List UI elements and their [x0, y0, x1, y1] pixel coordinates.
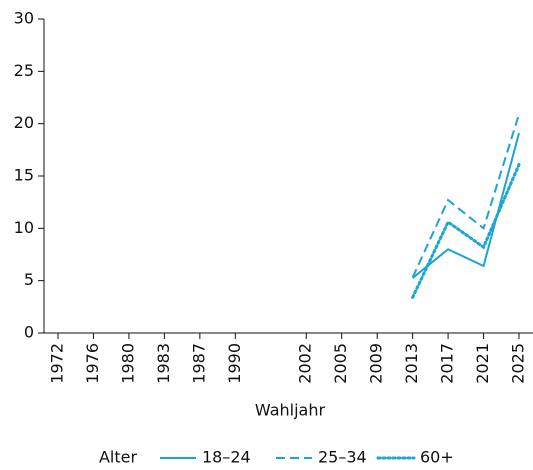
legend-label: 60+ — [420, 448, 454, 467]
x-tick-label: 1983 — [154, 343, 173, 384]
series-line — [411, 162, 521, 299]
x-tick-label: 2002 — [296, 343, 315, 384]
y-tick-label: 30 — [14, 9, 34, 28]
y-tick-label: 25 — [14, 61, 34, 80]
x-tick-label: 2017 — [438, 343, 457, 384]
x-tick-label: 1987 — [189, 343, 208, 384]
x-tick-label: 2009 — [367, 343, 386, 384]
series-line — [411, 132, 520, 279]
x-tick-label: 2005 — [331, 343, 350, 384]
x-tick-label: 2025 — [509, 343, 528, 384]
y-tick-label: 0 — [24, 323, 34, 342]
x-axis-label: Wahljahr — [255, 401, 326, 420]
x-tick-label: 1990 — [225, 343, 244, 384]
x-tick-label: 1980 — [118, 343, 137, 384]
y-tick-label: 20 — [14, 113, 34, 132]
x-tick-label: 2021 — [473, 343, 492, 384]
x-tick-label: 1972 — [48, 343, 67, 384]
y-tick-label: 15 — [14, 166, 34, 185]
legend-title: Alter — [99, 448, 138, 467]
series-line — [411, 113, 520, 278]
y-tick-label: 10 — [14, 218, 34, 237]
legend-label: 25–34 — [318, 448, 367, 467]
y-tick-label: 5 — [24, 270, 34, 289]
x-tick-label: 2013 — [402, 343, 421, 384]
legend-label: 18–24 — [202, 448, 251, 467]
x-tick-label: 1976 — [83, 343, 102, 384]
